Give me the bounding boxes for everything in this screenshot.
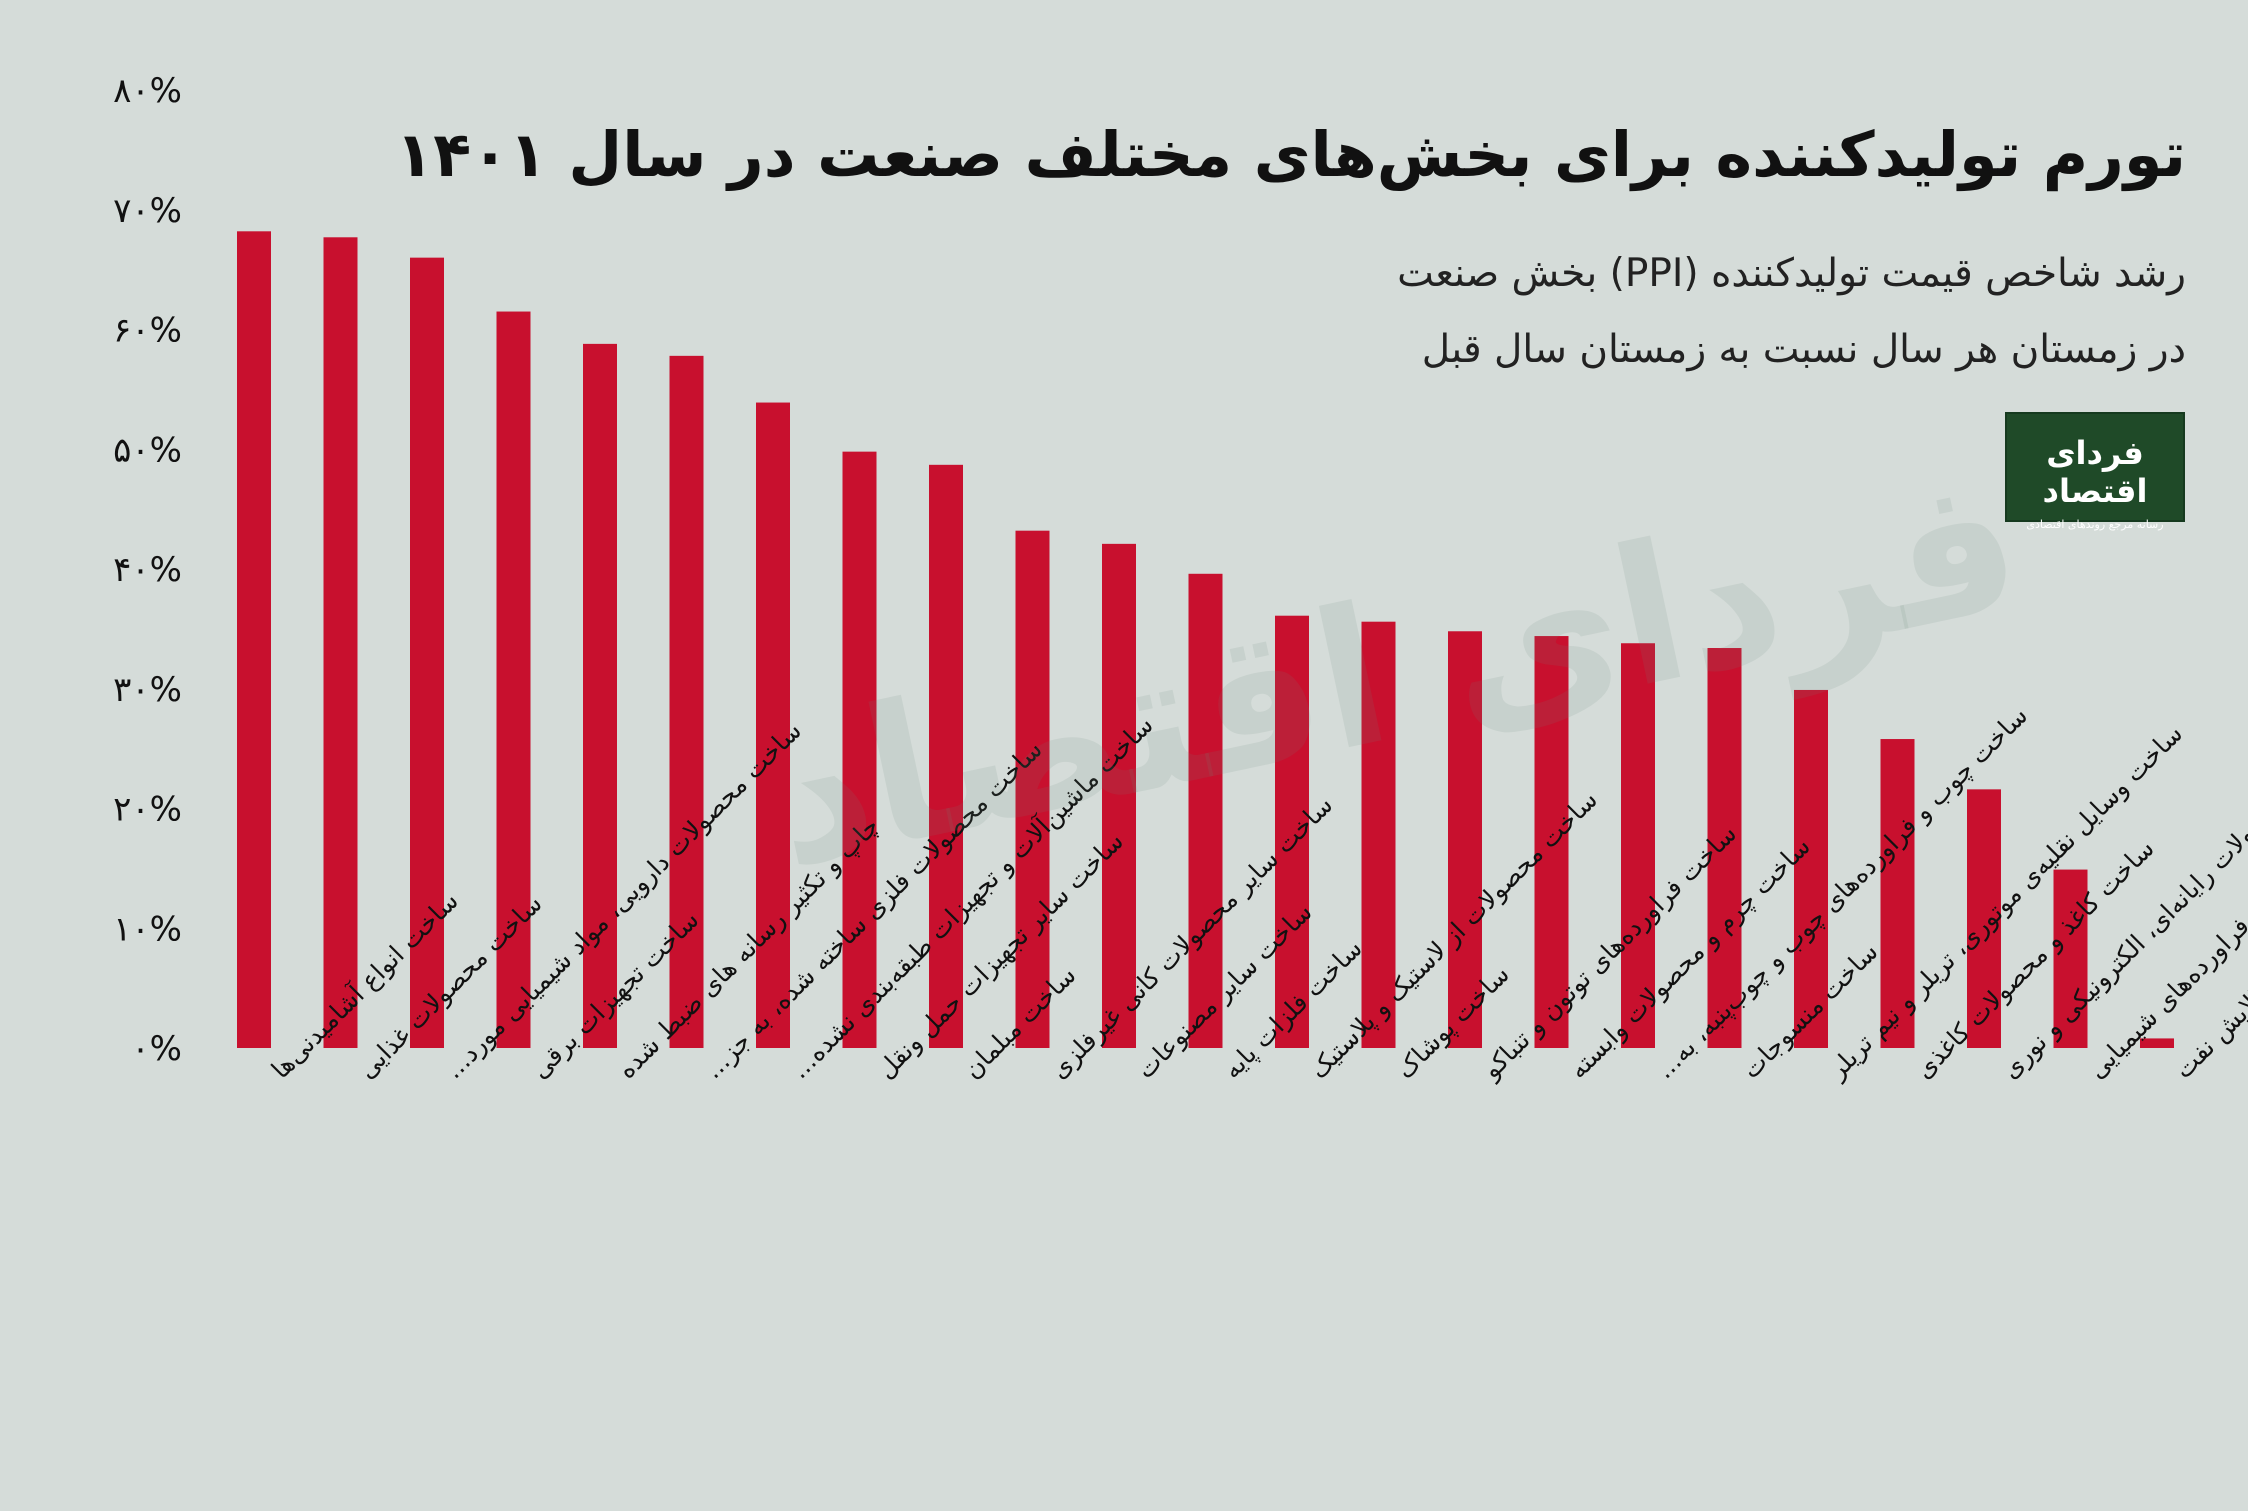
y-tick-label: ۳۰%: [113, 670, 182, 710]
bar: [929, 464, 963, 1048]
bar: [1794, 689, 1828, 1048]
bar: [1707, 648, 1742, 1048]
y-tick-label: ۱۰%: [113, 909, 182, 949]
bar: [669, 355, 704, 1049]
bar: [496, 311, 531, 1049]
logo-name: فردای اقتصاد: [2042, 434, 2148, 510]
bar: [2053, 869, 2088, 1048]
bar: [583, 343, 617, 1048]
bar: [1275, 615, 1309, 1048]
logo-tagline: رسانه مرجع روندهای اقتصادی: [2026, 518, 2164, 531]
bar: [756, 402, 790, 1048]
bar: [1967, 789, 2001, 1048]
y-tick-label: ۸۰%: [113, 71, 182, 111]
subtitle-line-1: رشد شاخص قیمت تولیدکننده (PPI) بخش صنعت: [1397, 251, 2186, 296]
bar: [237, 231, 271, 1048]
bar: [1188, 573, 1223, 1048]
bar: [1448, 631, 1482, 1048]
y-tick-label: ۴۰%: [113, 550, 182, 590]
chart-subtitle: رشد شاخص قیمت تولیدکننده (PPI) بخش صنعت …: [1397, 236, 2186, 388]
bar: [323, 237, 358, 1049]
bar: [1102, 543, 1136, 1048]
bar: [410, 257, 444, 1048]
bar: [842, 451, 877, 1048]
bar: [1015, 530, 1050, 1048]
bars: [237, 231, 2174, 1049]
bar: [1880, 739, 1915, 1048]
brand-logo: فردای اقتصاد رسانه مرجع روندهای اقتصادی: [2005, 412, 2185, 531]
bar: [1361, 621, 1396, 1048]
bar: [1534, 636, 1569, 1048]
y-tick-label: ۲۰%: [113, 790, 182, 830]
y-axis: ۰% ۱۰% ۲۰% ۳۰% ۴۰% ۵۰% ۶۰% ۷۰% ۸۰%: [113, 71, 182, 1069]
y-tick-label: ۵۰%: [113, 430, 182, 470]
chart-title: تورم تولیدکننده برای بخش‌های مختلف صنعت …: [395, 118, 2186, 191]
subtitle-line-2: در زمستان هر سال نسبت به زمستان سال قبل: [1421, 327, 2186, 372]
y-tick-label: ۷۰%: [113, 191, 182, 231]
bar: [2140, 1038, 2174, 1048]
bar: [1621, 643, 1655, 1048]
y-tick-label: ۰%: [131, 1029, 182, 1069]
y-tick-label: ۶۰%: [113, 311, 182, 351]
